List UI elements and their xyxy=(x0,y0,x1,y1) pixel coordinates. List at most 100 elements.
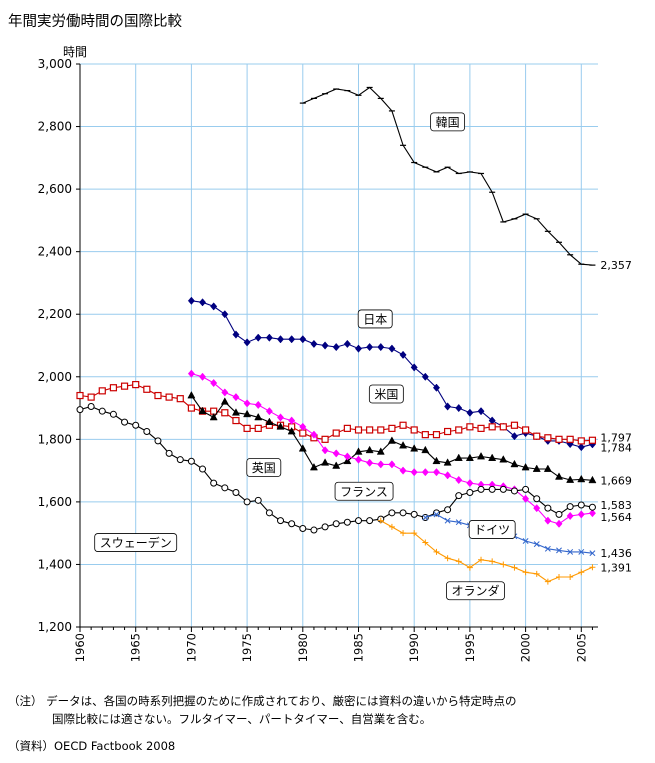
x-tick-label: 1985 xyxy=(351,633,365,662)
data-point xyxy=(444,471,452,480)
data-point xyxy=(510,432,518,441)
data-point xyxy=(566,475,575,483)
data-point xyxy=(277,517,285,525)
data-point xyxy=(588,436,597,444)
axis-layer: 1,200 1,400 1,600 1,800 2,000 2,200 2,400 2,600… xyxy=(38,57,598,662)
data-point xyxy=(332,461,341,469)
data-point xyxy=(366,342,374,352)
data-point xyxy=(321,341,329,350)
data-point xyxy=(466,489,474,497)
callout-box xyxy=(368,384,404,404)
data-point xyxy=(488,485,496,493)
data-point xyxy=(299,422,307,431)
x-tick-label: 1960 xyxy=(73,633,87,662)
data-point xyxy=(343,339,351,349)
data-point xyxy=(455,426,463,434)
data-point xyxy=(154,391,162,400)
data-point xyxy=(388,509,396,517)
data-point xyxy=(243,409,252,418)
data-point xyxy=(232,416,240,425)
data-point xyxy=(566,503,574,511)
data-point xyxy=(210,302,218,311)
data-point xyxy=(444,555,451,562)
data-point xyxy=(555,519,563,528)
x-tick-label: 2005 xyxy=(574,633,588,662)
data-point xyxy=(276,422,285,430)
data-point xyxy=(265,407,273,416)
data-point xyxy=(432,431,441,439)
data-point xyxy=(399,466,407,475)
data-point xyxy=(366,426,374,434)
data-point xyxy=(455,475,463,485)
end-value-label: 2,357 xyxy=(600,259,632,272)
data-point xyxy=(556,573,563,580)
data-point xyxy=(321,523,329,531)
data-point xyxy=(176,456,184,464)
data-point xyxy=(477,452,486,460)
data-point xyxy=(221,310,229,319)
y-tick-label: 2,400 xyxy=(38,245,72,259)
data-point xyxy=(377,460,385,469)
data-point xyxy=(288,335,296,344)
data-point xyxy=(499,485,507,493)
data-point xyxy=(521,462,530,471)
data-point xyxy=(432,468,441,477)
series-2 xyxy=(76,380,597,445)
data-point xyxy=(299,429,307,437)
data-point xyxy=(387,436,396,444)
data-point xyxy=(87,402,95,410)
data-point xyxy=(444,427,452,436)
data-point xyxy=(276,335,285,344)
series-5 xyxy=(76,402,596,534)
data-point xyxy=(254,496,262,504)
data-point xyxy=(388,460,396,469)
data-point xyxy=(577,510,585,519)
data-point xyxy=(578,569,585,576)
series-label-3: 英国 xyxy=(246,458,282,477)
data-point xyxy=(399,350,407,359)
data-point xyxy=(232,330,240,339)
y-tick-label: 1,400 xyxy=(38,557,72,571)
data-point xyxy=(466,423,474,431)
data-point xyxy=(454,453,463,461)
data-point xyxy=(187,391,196,399)
data-point xyxy=(376,447,385,455)
x-tick-label: 1995 xyxy=(463,633,477,662)
y-tick-label: 1,600 xyxy=(38,495,72,509)
data-point xyxy=(243,498,251,506)
y-tick-label: 1,800 xyxy=(38,432,72,446)
data-point xyxy=(510,459,519,468)
data-point xyxy=(422,514,429,521)
x-tick-label: 1965 xyxy=(129,633,143,662)
x-tick-label: 1980 xyxy=(296,633,310,662)
data-point xyxy=(511,564,518,571)
y-tick-label: 2,600 xyxy=(38,182,72,196)
data-point xyxy=(187,404,195,412)
data-point xyxy=(299,335,307,344)
data-point xyxy=(444,402,452,411)
data-point xyxy=(309,462,318,471)
data-point xyxy=(533,495,541,503)
data-point xyxy=(400,530,407,537)
data-point xyxy=(399,509,407,517)
data-point xyxy=(577,501,585,509)
series-line xyxy=(380,520,593,583)
data-point xyxy=(477,485,485,493)
data-point xyxy=(321,446,329,455)
data-point xyxy=(466,564,473,571)
data-point xyxy=(522,538,529,544)
series-label-1: 日本 xyxy=(357,309,393,329)
data-point xyxy=(522,569,529,576)
data-point xyxy=(388,424,396,432)
data-point xyxy=(176,395,184,403)
data-point xyxy=(120,382,129,390)
data-point xyxy=(399,441,408,449)
data-point xyxy=(455,403,463,413)
series-7 xyxy=(377,517,596,585)
data-point xyxy=(210,378,218,388)
data-point xyxy=(354,447,363,455)
note-line-1: （注） データは、各国の時系列把握のために作成されており、厳密には資料の違いから… xyxy=(8,694,517,708)
data-point xyxy=(510,487,518,495)
data-point xyxy=(232,489,240,497)
